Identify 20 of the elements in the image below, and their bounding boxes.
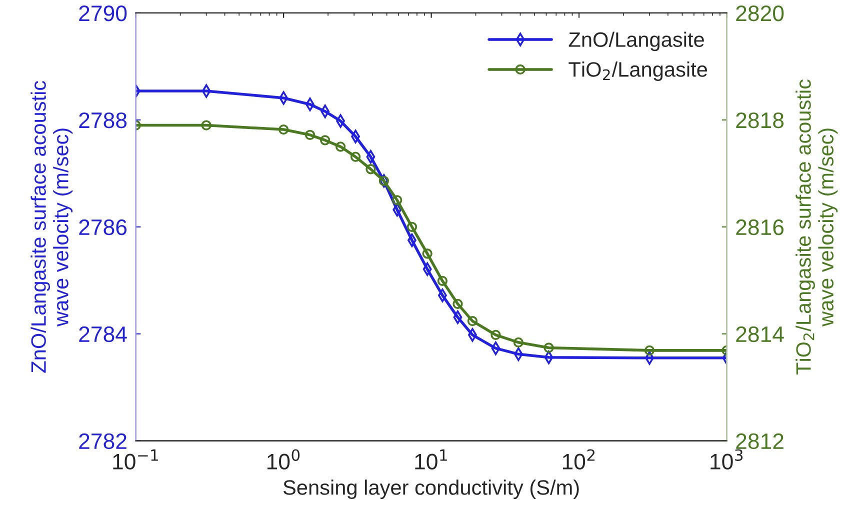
x-tick-label: 10$^{2}$ [562, 449, 595, 470]
x-tick-label: 10$^{−1}$ [113, 449, 158, 470]
x-axis-title: Sensing layer conductivity (S/m) [283, 480, 579, 500]
legend-label: TiO$_{2}$/Langasite [568, 62, 708, 81]
y-tick-label: 2784 [79, 326, 127, 342]
y2-tick-label: 2814 [736, 326, 784, 342]
y2-tick-label: 2812 [736, 433, 784, 450]
y-tick-label: 2790 [79, 5, 127, 22]
y2-tick-label: 2816 [736, 219, 784, 236]
x-tick-label: 10$^{1}$ [415, 449, 447, 470]
y-axis-title: ZnO/Langasite surface acoustic wave velocity (m/sec) [30, 80, 73, 373]
y-tick-label: 2786 [79, 219, 127, 236]
y2-axis-title: TiO$_{2}$/Langasite surface acoustic wave velocity (m/sec) [796, 79, 838, 375]
y-tick-label: 2782 [79, 433, 126, 450]
y-tick-label: 2788 [79, 112, 127, 128]
legend-label: ZnO/Langasite [568, 32, 704, 52]
x-tick-label: 10$^{0}$ [267, 449, 300, 470]
y2-tick-label: 2820 [736, 5, 784, 22]
y2-tick-label: 2818 [736, 112, 784, 128]
x-tick-label: 10$^{3}$ [710, 449, 743, 470]
